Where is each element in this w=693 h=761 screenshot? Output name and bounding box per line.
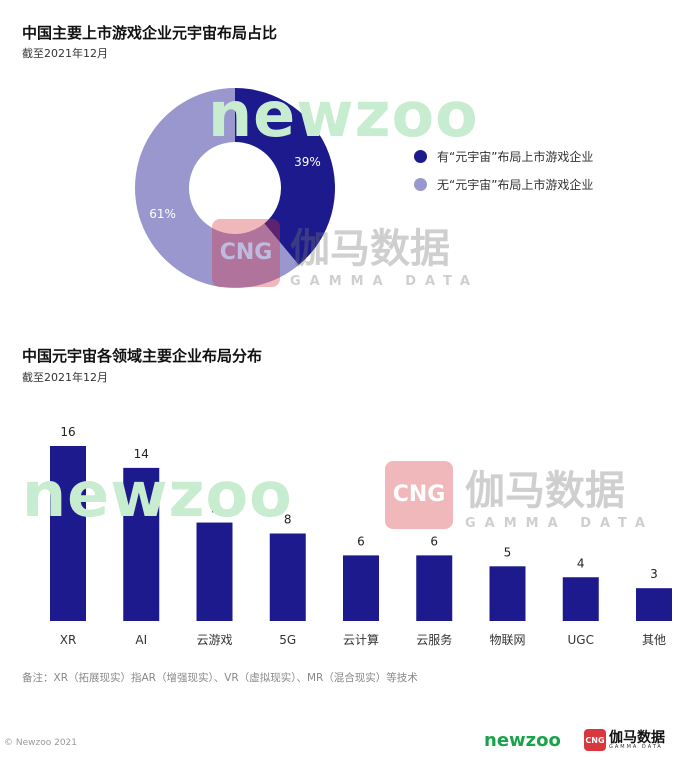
- gamma-data-watermark: CNG 伽马数据 GAMMA DATA: [212, 216, 479, 289]
- donut-chart-subtitle: 截至2021年12月: [22, 47, 108, 60]
- category-label: 其他: [642, 633, 666, 647]
- donut-slice-label: 39%: [294, 155, 321, 169]
- legend-label: 有“元宇宙”布局上市游戏企业: [437, 149, 594, 164]
- bar: [196, 522, 233, 621]
- donut-slice: [134, 88, 299, 289]
- bar: [416, 555, 453, 621]
- bar-value-label: 6: [357, 534, 365, 548]
- donut-slice: [235, 88, 335, 266]
- cng-logo-icon: CNG: [212, 218, 280, 287]
- bar-value-label: 8: [284, 513, 292, 527]
- bar-value-label: 6: [430, 534, 438, 548]
- copyright: © Newzoo 2021: [4, 738, 77, 748]
- gamma-data-watermark: CNG 伽马数据 GAMMA DATA: [385, 458, 654, 531]
- category-label: UGC: [568, 633, 594, 647]
- bar-value-label: 16: [60, 425, 75, 439]
- legend-swatch: [414, 149, 427, 163]
- category-label: 物联网: [489, 633, 525, 647]
- donut-chart-title: 中国主要上市游戏企业元宇宙布局占比: [22, 24, 278, 42]
- bar-value-label: 9: [211, 502, 219, 516]
- bar: [562, 577, 599, 621]
- category-label: AI: [135, 633, 147, 647]
- bar-chart-title: 中国元宇宙各领域主要企业布局分布: [22, 347, 263, 365]
- newzoo-watermark: newzoo: [208, 78, 479, 151]
- watermark-en-text: GAMMA DATA: [290, 274, 479, 289]
- category-label: 云游戏: [196, 633, 232, 647]
- bar: [123, 467, 160, 621]
- cng-logo-icon: CNG: [584, 729, 606, 751]
- legend-item: 无“元宇宙”布局上市游戏企业: [414, 170, 593, 198]
- newzoo-watermark: newzoo: [22, 458, 293, 531]
- legend-label: 无“元宇宙”布局上市游戏企业: [437, 177, 594, 192]
- donut-chart: 39% 61%: [134, 88, 335, 289]
- cng-logo-icon: CNG: [385, 460, 453, 529]
- donut-legend: 有“元宇宙”布局上市游戏企业 无“元宇宙”布局上市游戏企业: [414, 142, 593, 198]
- donut-slice-label: 61%: [149, 207, 176, 221]
- bar: [489, 566, 526, 621]
- bar: [636, 588, 672, 621]
- bar: [343, 555, 379, 621]
- watermark-cn-text: 伽马数据: [290, 225, 450, 272]
- legend-item: 有“元宇宙”布局上市游戏企业: [414, 142, 593, 170]
- category-label: 5G: [279, 633, 296, 647]
- bar-chart: 16 XR 14 AI 9 云游戏 8 5G 6 云计算 6 云服务 5 物联网 4 UGC 3 其他: [50, 425, 672, 647]
- gamma-data-logo: CNG 伽马数据 GAMMA DATA: [584, 729, 665, 751]
- category-label: 云计算: [343, 632, 379, 647]
- bar-value-label: 4: [577, 556, 585, 570]
- category-label: 云服务: [416, 632, 452, 647]
- newzoo-logo: newzoo: [484, 730, 561, 751]
- footnote: 备注：XR（拓展现实）指AR（增强现实）、VR（虚拟现实）、MR（混合现实）等技…: [22, 672, 418, 684]
- bar-value-label: 3: [650, 567, 658, 581]
- category-label: XR: [60, 633, 77, 647]
- watermark-cn-text: 伽马数据: [465, 467, 625, 514]
- bar: [269, 533, 306, 621]
- legend-swatch: [414, 177, 427, 191]
- bar: [50, 446, 86, 621]
- watermark-en-text: GAMMA DATA: [465, 516, 654, 531]
- brand-en-text: GAMMA DATA: [609, 743, 663, 750]
- bar-chart-subtitle: 截至2021年12月: [22, 371, 108, 384]
- bar-value-label: 14: [134, 447, 149, 461]
- bar-value-label: 5: [504, 545, 512, 559]
- brand-cn-text: 伽马数据: [609, 729, 665, 746]
